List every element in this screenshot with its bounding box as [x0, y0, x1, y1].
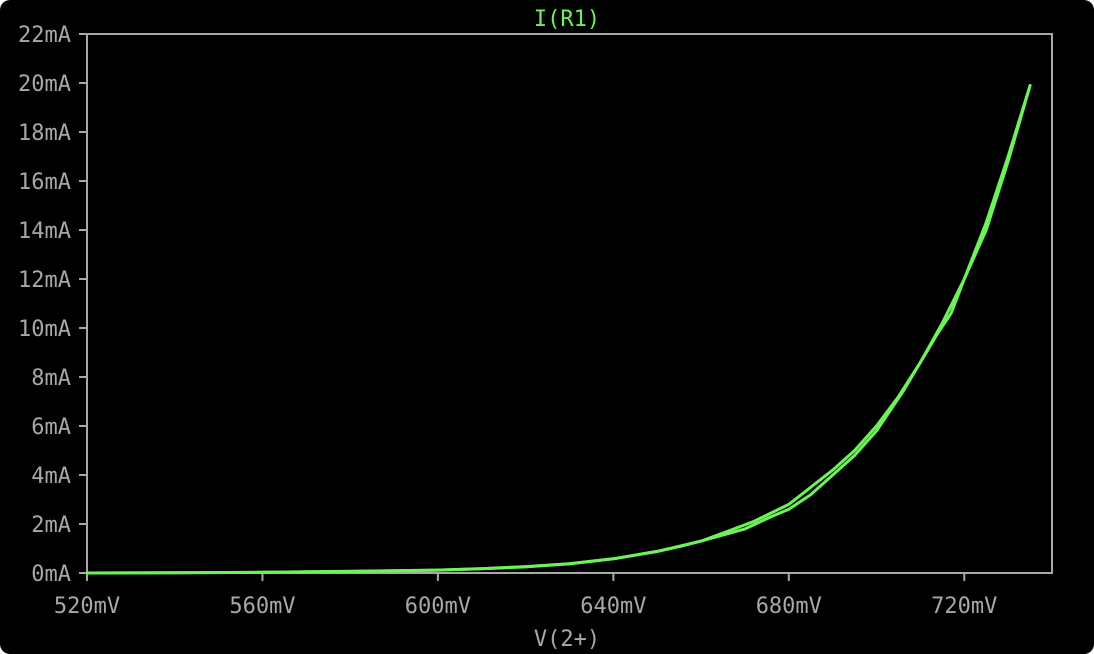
x-axis: 520mV 560mV 600mV 640mV 680mV 720mV [54, 573, 997, 619]
y-tick-label: 2mA [31, 513, 71, 538]
x-tick-label: 720mV [931, 594, 997, 619]
x-tick-label: 640mV [580, 594, 646, 619]
x-axis-title: V(2+) [534, 627, 600, 652]
y-tick-label: 8mA [31, 366, 71, 391]
y-tick-label: 12mA [18, 268, 71, 293]
y-tick-label: 20mA [18, 72, 71, 97]
y-tick-label: 10mA [18, 317, 71, 342]
y-tick-label: 18mA [18, 121, 71, 146]
y-tick-label: 22mA [18, 23, 71, 48]
y-tick-label: 6mA [31, 415, 71, 440]
x-tick-label: 680mV [756, 594, 822, 619]
plot-area-border [86, 33, 1053, 574]
y-tick-label: 0mA [31, 562, 71, 587]
y-axis: 0mA 2mA 4mA 6mA 8mA 10mA 12mA 14mA 16mA 18mA 20mA 2… [18, 23, 87, 587]
y-tick-label: 16mA [18, 170, 71, 195]
chart-title: I(R1) [534, 7, 600, 32]
x-tick-label: 560mV [229, 594, 295, 619]
y-tick-label: 4mA [31, 464, 71, 489]
x-tick-label: 600mV [405, 594, 471, 619]
series-line-1 [85, 84, 1032, 575]
y-tick-label: 14mA [18, 219, 71, 244]
x-tick-label: 520mV [54, 594, 120, 619]
series-layer [85, 84, 1032, 575]
series-line-2 [85, 84, 1032, 575]
